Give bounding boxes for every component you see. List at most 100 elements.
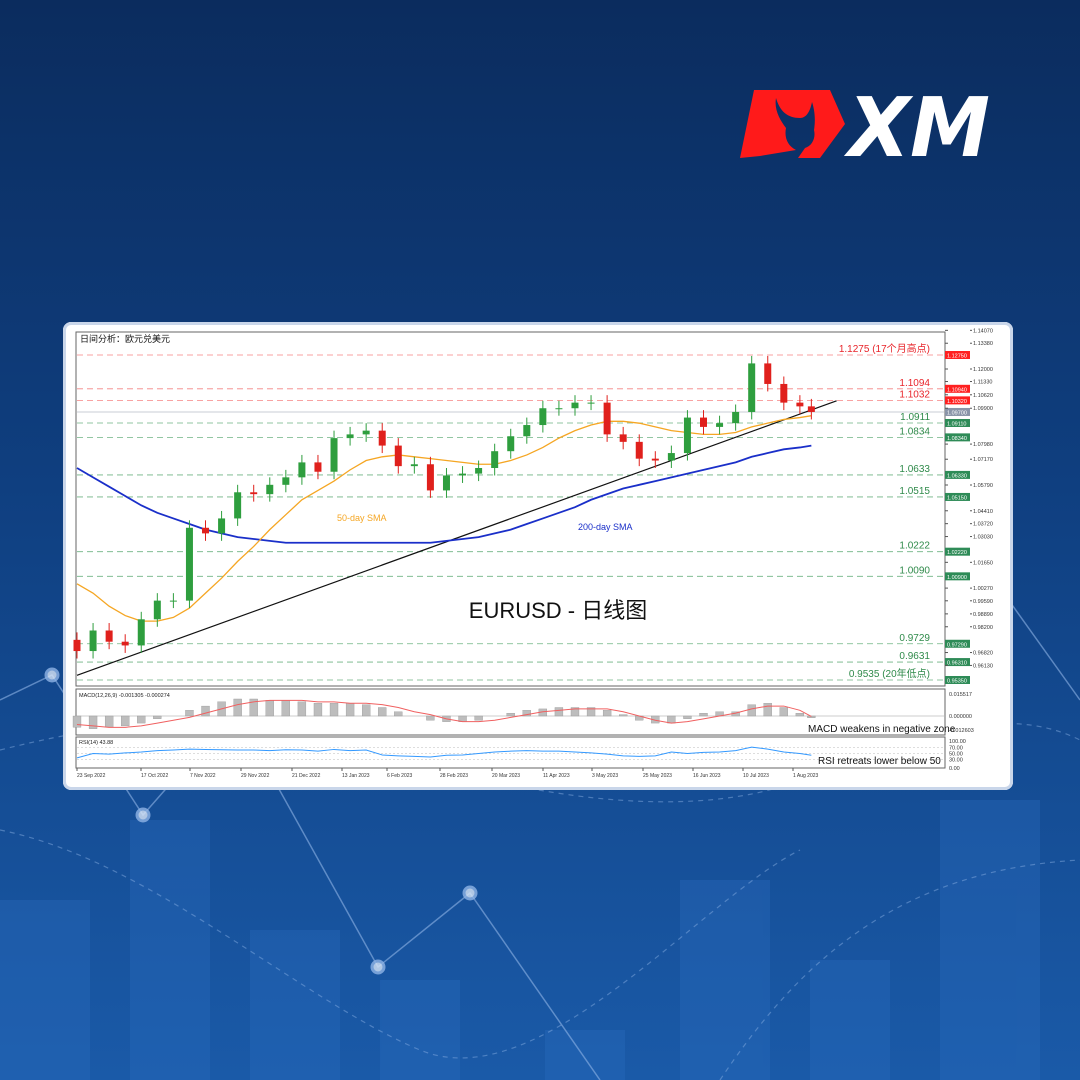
macd-bar [683,715,692,719]
candle-body [330,438,338,472]
macd-tick-label: 0.000000 [949,714,972,720]
price-tag [945,470,970,479]
level-label: 1.0515 [899,486,930,497]
y-tick-label: 1.07980 [973,442,993,448]
y-tick-label: 1.12000 [973,367,993,373]
candle-body [491,451,499,469]
y-tick-label: 0.96820 [973,651,993,657]
rsi-line [76,746,812,759]
macd-bar [570,707,580,717]
price-tag [945,639,970,648]
price-tag-label: 1.12750 [947,354,967,360]
candle-body [121,641,129,646]
candle-body [250,492,258,495]
candle-body [362,430,370,435]
candle-body [137,619,145,646]
price-tag [945,658,970,667]
price-tag-label: 0.96310 [947,661,967,667]
candle-body [619,434,627,442]
candle-body [410,464,418,467]
x-tick-label: 11 Apr 2023 [543,773,570,779]
price-tag-label: 1.02220 [947,550,967,556]
macd-bar [779,707,788,717]
y-tick-label: 0.99590 [973,599,993,605]
y-tick-label: 1.09900 [973,406,993,412]
price-tag-label: 1.06330 [947,473,967,479]
candle-body [807,406,815,412]
x-tick-label: 3 May 2023 [592,773,618,779]
sma200-line [76,444,812,544]
x-tick-label: 25 May 2023 [643,773,672,779]
level-label: 0.9631 [899,651,930,662]
macd-bar [554,707,564,717]
level-label: 0.9535 (20年低点) [849,667,930,680]
candle-body [105,630,113,642]
rsi-tick-label: 0.00 [949,766,960,772]
macd-bar [795,713,805,717]
candle-body [459,473,467,476]
macd-bar [297,701,307,717]
macd-bar [265,700,274,717]
sma200-label: 200-day SMA [578,522,633,532]
rsi-annotation: RSI retreats lower below 50 [818,756,941,767]
macd-bar [88,715,98,729]
macd-bar [233,698,242,717]
candle-body [185,527,193,601]
candle-body [73,639,81,652]
candle-body [667,453,675,461]
candle-body [218,518,226,534]
x-tick-label: 20 Mar 2023 [492,773,520,779]
y-tick-label: 1.13380 [973,341,993,347]
price-tag-label: 1.05150 [947,495,967,501]
y-tick-label: 1.07170 [973,457,993,463]
y-tick-label: 0.96130 [973,663,993,669]
candle-body [651,458,659,461]
macd-bar [104,715,114,728]
level-label: 1.0633 [899,464,930,475]
candle-body [555,408,563,410]
macd-bar [378,707,387,717]
price-tag [945,492,970,501]
y-tick-label: 1.00270 [973,586,993,592]
candle-body [539,408,547,426]
x-tick-label: 29 Nov 2022 [241,773,270,779]
x-tick-label: 17 Oct 2022 [141,773,168,779]
x-tick-label: 1 Aug 2023 [793,773,819,779]
price-tag-label: 1.00900 [947,575,967,581]
price-tag [945,572,970,581]
price-tag [945,433,970,442]
candle-body [700,417,707,427]
candle-body [764,363,772,384]
macd-bar [602,710,612,717]
candle-body [314,462,322,472]
macd-bar [137,715,146,724]
candle-body [683,417,691,454]
macd-bar [426,715,435,721]
macd-bar [667,715,676,724]
candle-body [169,600,177,602]
candle-body [571,402,579,409]
x-tick-label: 13 Jan 2023 [342,773,370,779]
macd-bar [72,715,82,728]
macd-bar [586,707,596,717]
macd-bar [474,715,483,721]
candle-body [442,475,450,491]
y-tick-label: 1.03720 [973,522,993,528]
macd-tick-label: -0.012603 [949,728,974,734]
x-tick-label: 23 Sep 2022 [77,773,106,779]
x-tick-label: 21 Dec 2022 [292,773,321,779]
macd-bar [362,704,371,717]
candle-body [346,434,354,439]
rsi-label: RSI(14) 43.88 [79,740,113,746]
candle-body [475,468,483,474]
candle-body [507,436,515,452]
level-label: 1.0090 [899,565,930,576]
y-tick-label: 0.98890 [973,612,993,618]
macd-bar [313,703,323,717]
sma50-label: 50-day SMA [337,513,387,523]
price-tag [945,351,970,359]
price-tag-label: 1.10940 [947,387,967,393]
y-tick-label: 1.04410 [973,509,993,515]
candle-body [603,402,611,435]
rsi-tick-label: 30.00 [949,757,963,763]
